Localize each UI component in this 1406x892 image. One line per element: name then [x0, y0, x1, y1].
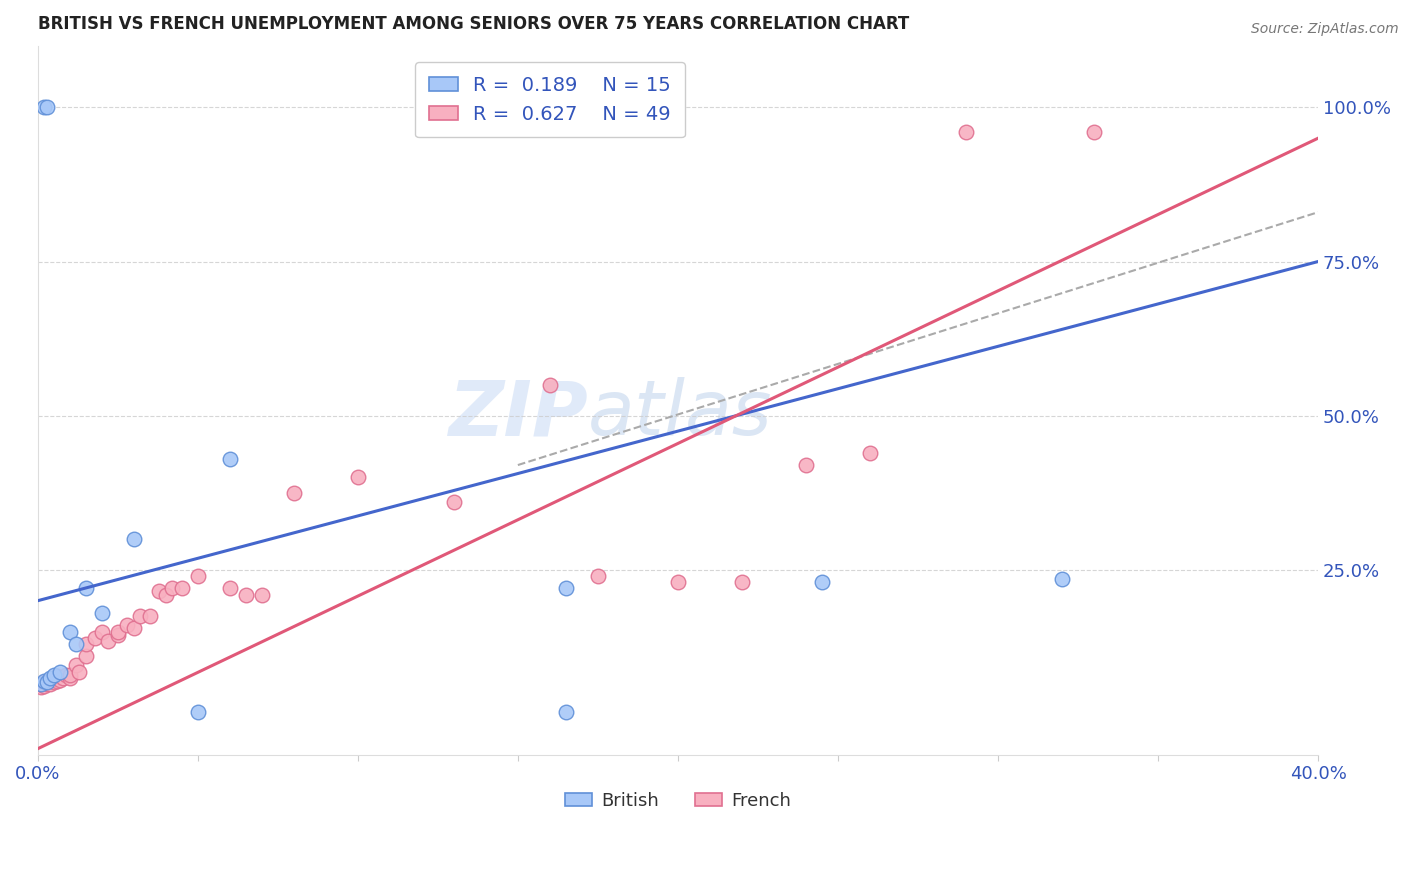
Point [538, 377, 561, 392]
Point [90, 606, 112, 620]
Point [811, 575, 834, 590]
Point [731, 575, 754, 590]
Point [39, 671, 62, 685]
Point [235, 588, 257, 602]
Point [170, 582, 193, 596]
Point [107, 627, 129, 641]
Point [37, 675, 59, 690]
Text: BRITISH VS FRENCH UNEMPLOYMENT AMONG SENIORS OVER 75 YEARS CORRELATION CHART: BRITISH VS FRENCH UNEMPLOYMENT AMONG SEN… [38, 15, 908, 33]
Point [155, 588, 177, 602]
Text: ZIP: ZIP [449, 377, 588, 451]
Point [75, 649, 97, 664]
Point [218, 451, 240, 466]
Text: atlas: atlas [588, 377, 773, 451]
Point [30, 677, 52, 691]
Point [148, 584, 170, 599]
Text: Source: ZipAtlas.com: Source: ZipAtlas.com [1251, 22, 1399, 37]
Point [1050, 572, 1073, 586]
Point [283, 485, 305, 500]
Point [250, 588, 273, 602]
Point [346, 470, 368, 484]
Point [30, 680, 52, 694]
Point [39, 673, 62, 687]
Point [42, 675, 65, 690]
Point [59, 667, 82, 681]
Point [554, 705, 576, 719]
Point [42, 667, 65, 681]
Point [67, 665, 90, 679]
Point [37, 673, 59, 688]
Point [138, 609, 160, 624]
Point [65, 658, 87, 673]
Point [32, 675, 55, 690]
Point [187, 569, 209, 583]
Point [42, 671, 65, 685]
Point [37, 677, 59, 691]
Point [1083, 125, 1105, 139]
Point [45, 673, 67, 688]
Point [955, 125, 977, 139]
Point [160, 582, 183, 596]
Point [122, 622, 145, 636]
Point [37, 100, 59, 114]
Point [52, 671, 75, 685]
Point [97, 633, 120, 648]
Point [586, 569, 609, 583]
Point [45, 669, 67, 683]
Point [187, 705, 209, 719]
Point [666, 575, 689, 590]
Point [218, 582, 240, 596]
Legend: British, French: British, French [558, 784, 799, 817]
Point [65, 637, 87, 651]
Point [30, 677, 52, 691]
Point [32, 100, 55, 114]
Point [55, 667, 77, 681]
Point [32, 673, 55, 688]
Point [443, 495, 465, 509]
Point [129, 609, 152, 624]
Point [84, 631, 107, 645]
Point [49, 673, 72, 687]
Point [90, 624, 112, 639]
Point [122, 532, 145, 546]
Point [49, 665, 72, 679]
Point [59, 671, 82, 685]
Point [39, 677, 62, 691]
Point [32, 679, 55, 693]
Point [794, 458, 817, 472]
Point [859, 446, 882, 460]
Point [107, 624, 129, 639]
Point [75, 582, 97, 596]
Point [59, 624, 82, 639]
Point [117, 618, 139, 632]
Point [554, 582, 576, 596]
Point [75, 637, 97, 651]
